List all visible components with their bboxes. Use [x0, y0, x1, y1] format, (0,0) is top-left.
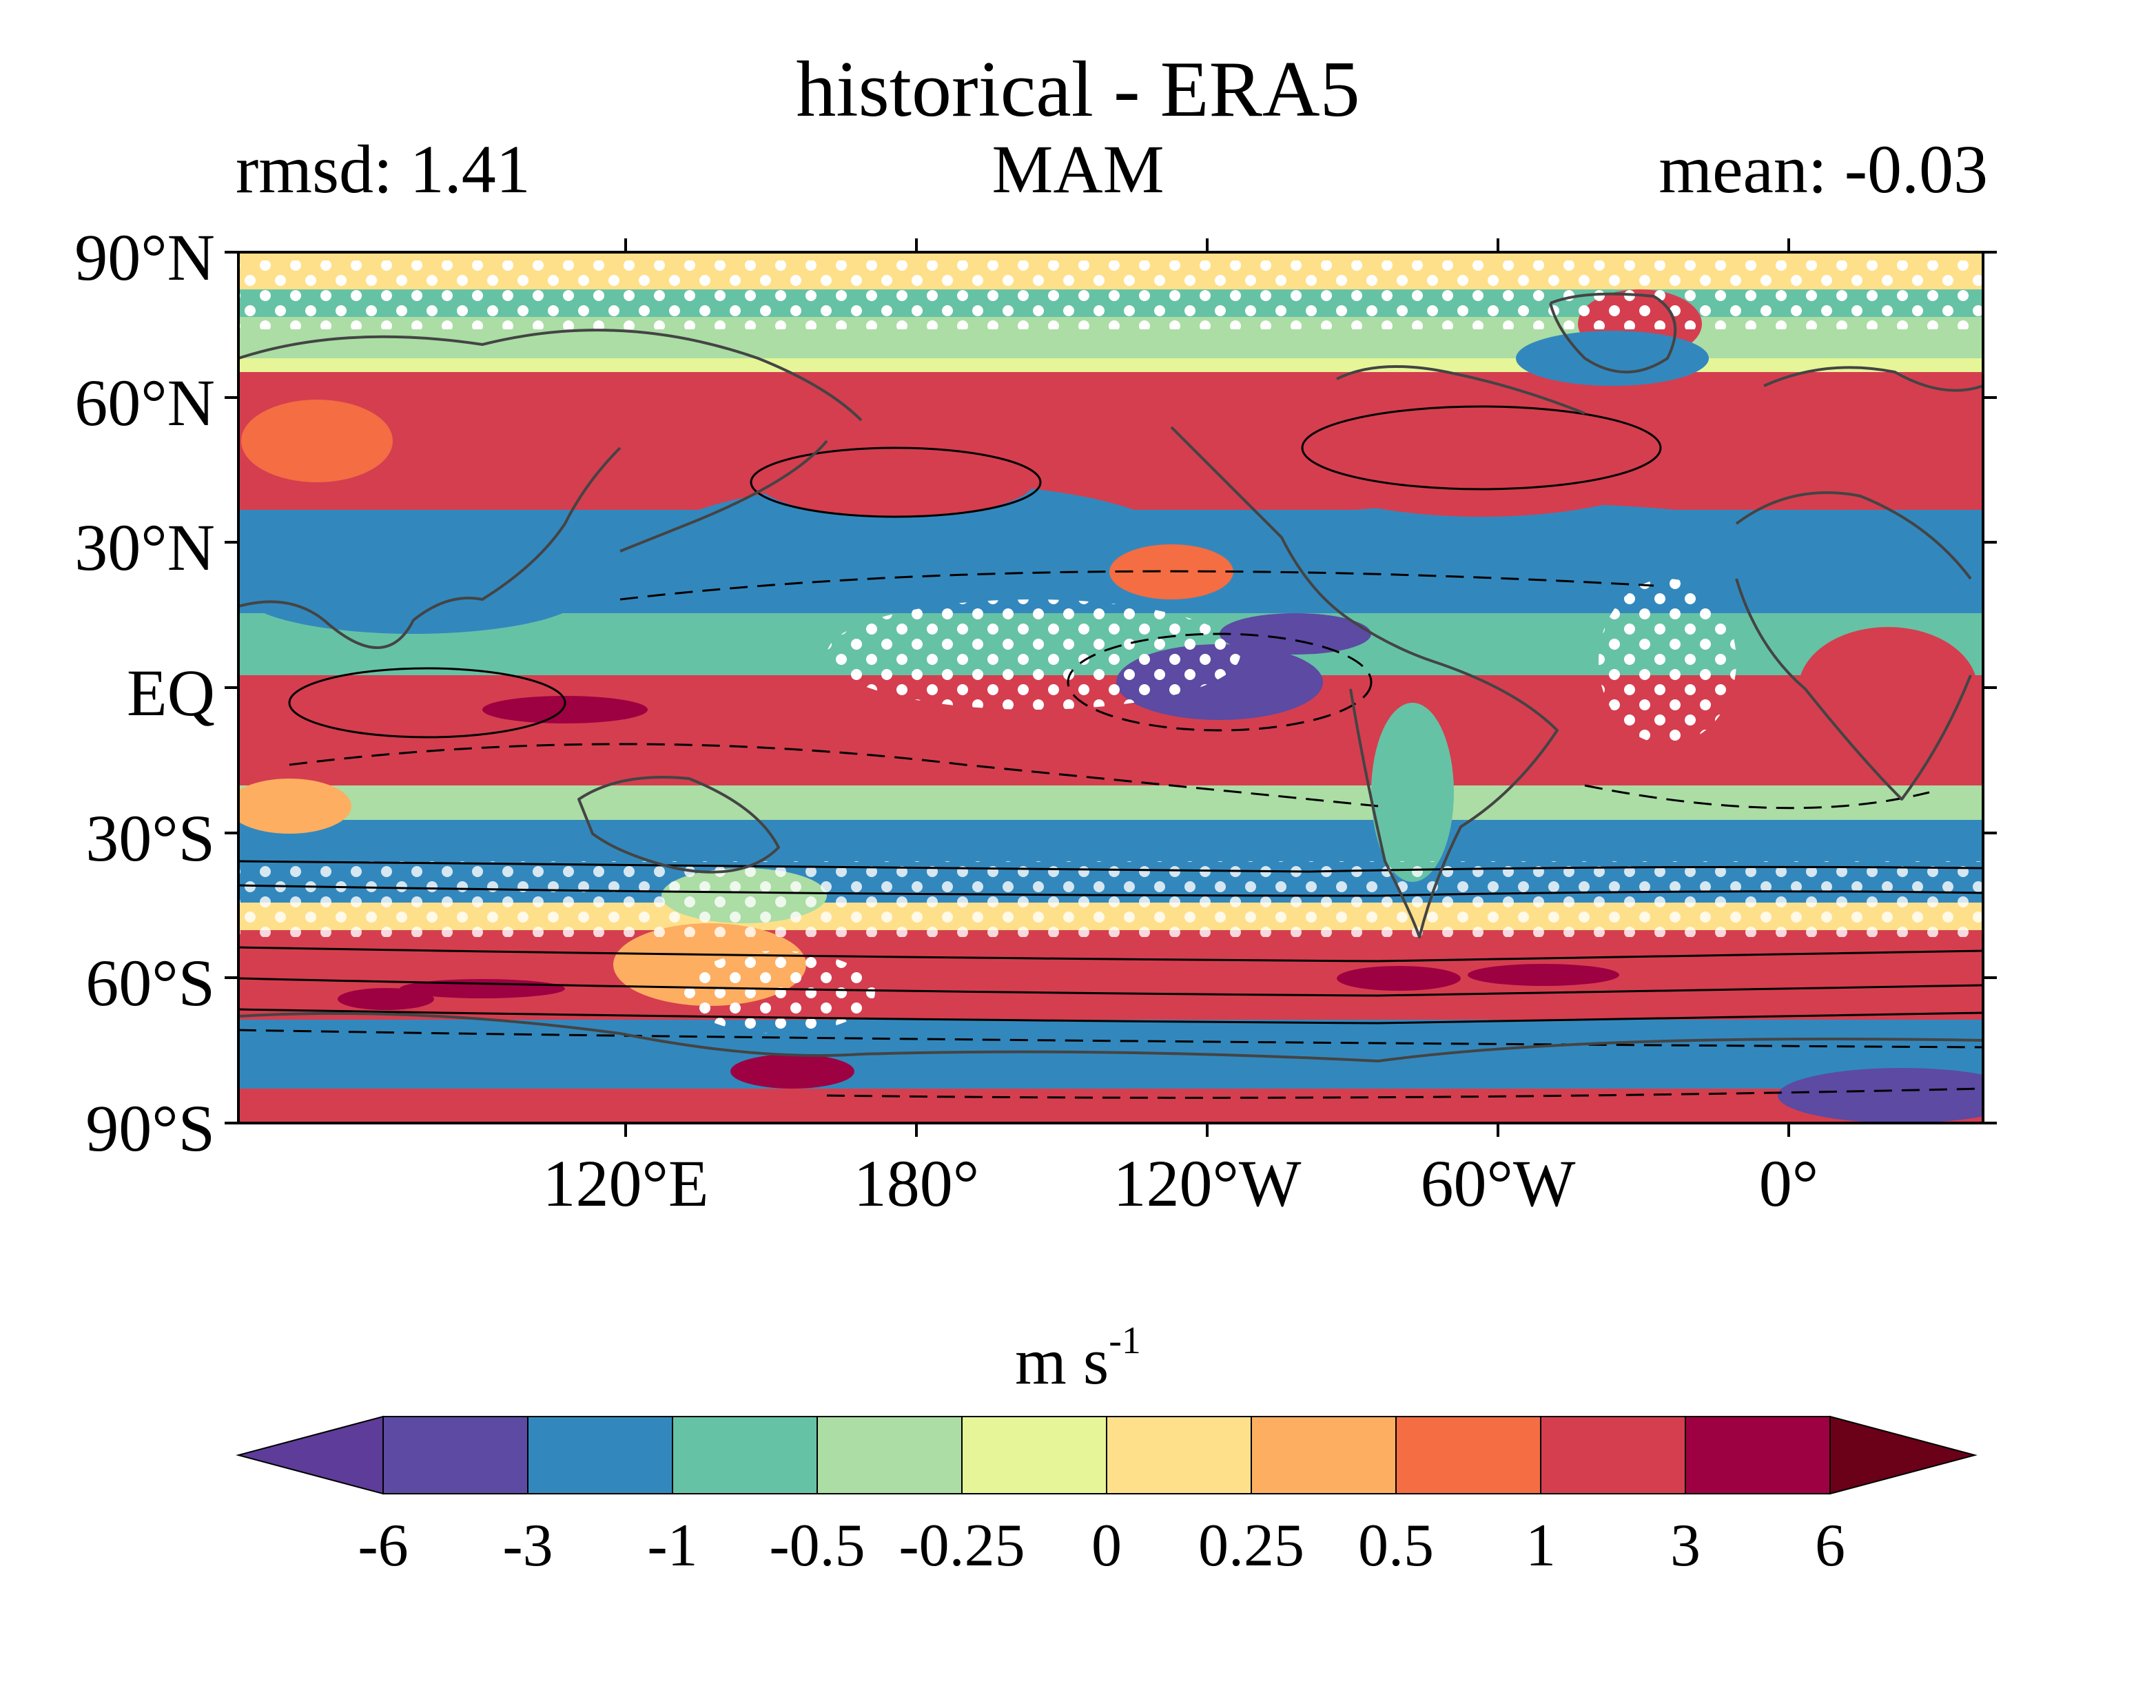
mean-annotation: mean: -0.03: [1659, 131, 1988, 207]
x-tick-label: 0°: [1758, 1146, 1819, 1220]
units-exponent: -1: [1109, 1319, 1141, 1362]
season-annotation: MAM: [992, 131, 1164, 207]
plot-title: historical - ERA5: [796, 45, 1360, 134]
colorbar-tick-label: -1: [647, 1512, 698, 1579]
colorbar-bin: [672, 1416, 818, 1494]
colorbar: [236, 1415, 1978, 1495]
x-ticks: [624, 238, 1790, 1137]
colorbar-tick-label: -0.5: [769, 1512, 865, 1579]
colorbar-bin: [1685, 1416, 1831, 1494]
x-tick-label: 120°E: [542, 1146, 709, 1220]
y-tick-label: 60°S: [85, 946, 215, 1020]
colorbar-bin: [817, 1416, 963, 1494]
colorbar-tick-label: -3: [502, 1512, 553, 1579]
colorbar-bin: [527, 1416, 673, 1494]
colorbar-bin: [1540, 1416, 1686, 1494]
x-tick-label: 120°W: [1113, 1146, 1302, 1220]
map-area: [238, 252, 1983, 1123]
colorbar-bin: [1106, 1416, 1252, 1494]
y-tick-label: 90°S: [85, 1091, 215, 1165]
colorbar-bin: [1395, 1416, 1541, 1494]
colorbar-units: m s-1: [0, 1321, 2156, 1395]
colorbar-tick-label: -6: [358, 1512, 409, 1579]
y-tick-label: 30°S: [85, 801, 215, 875]
colorbar-tick-label: 0: [1091, 1512, 1122, 1579]
colorbar-extend-low: [236, 1415, 384, 1495]
y-tick-label: 60°N: [74, 366, 215, 440]
colorbar-bin: [382, 1416, 528, 1494]
colorbar-extend-high: [1829, 1415, 1978, 1495]
y-tick-label: 90°N: [74, 220, 215, 294]
y-ticks: [225, 251, 1997, 1124]
colorbar-tick-label: 0.5: [1358, 1512, 1434, 1579]
x-tick-label: 60°W: [1420, 1146, 1576, 1220]
colorbar-bin: [961, 1416, 1107, 1494]
units-base: m s: [1015, 1324, 1109, 1398]
colorbar-tick-label: 0.25: [1198, 1512, 1304, 1579]
y-tick-label: EQ: [127, 656, 215, 730]
colorbar-bin: [1251, 1416, 1397, 1494]
colorbar-tick-label: 6: [1815, 1512, 1845, 1579]
colorbar-tick-label: 3: [1670, 1512, 1701, 1579]
colorbar-tick-label: -0.25: [899, 1512, 1025, 1579]
colorbar-tick-label: 1: [1526, 1512, 1556, 1579]
x-tick-label: 180°: [853, 1146, 980, 1220]
y-tick-label: 30°N: [74, 511, 215, 584]
rmsd-annotation: rmsd: 1.41: [236, 131, 531, 207]
